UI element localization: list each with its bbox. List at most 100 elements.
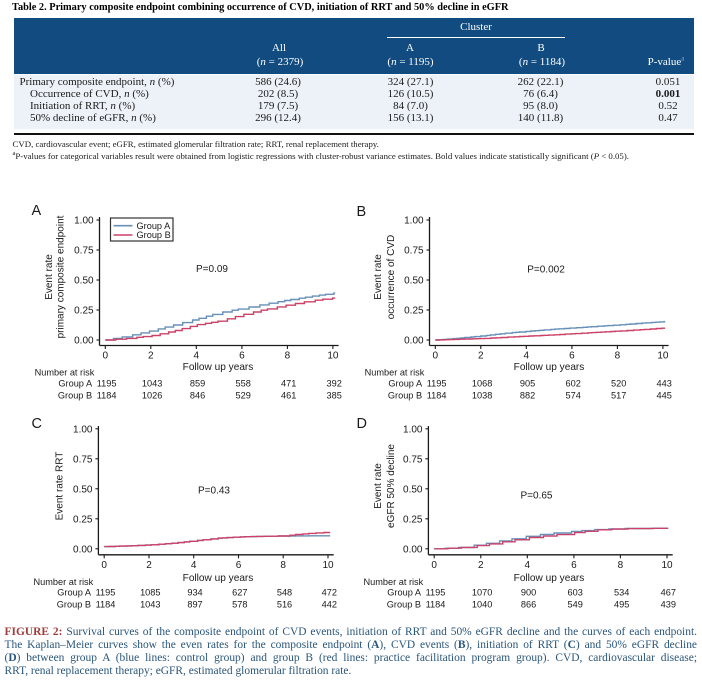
svg-text:4: 4 [194, 351, 200, 362]
svg-text:445: 445 [657, 391, 672, 401]
svg-text:385: 385 [327, 391, 342, 401]
svg-text:0: 0 [433, 351, 439, 362]
svg-text:1.00: 1.00 [404, 216, 424, 227]
svg-text:1043: 1043 [140, 600, 160, 610]
svg-text:548: 548 [277, 588, 292, 598]
svg-text:Group A: Group A [388, 378, 423, 388]
svg-text:2: 2 [148, 351, 154, 362]
svg-text:934: 934 [187, 588, 202, 598]
svg-text:6: 6 [239, 351, 245, 362]
svg-text:442: 442 [322, 600, 337, 610]
svg-text:6: 6 [236, 560, 242, 571]
svg-text:574: 574 [566, 391, 581, 401]
svg-text:primary composite endpoint: primary composite endpoint [56, 215, 67, 338]
svg-text:0.50: 0.50 [403, 484, 423, 495]
svg-text:6: 6 [569, 351, 575, 362]
svg-text:4: 4 [524, 351, 530, 362]
svg-text:0.50: 0.50 [74, 276, 94, 287]
svg-text:8: 8 [618, 560, 624, 571]
svg-text:443: 443 [657, 378, 672, 388]
svg-text:627: 627 [232, 588, 247, 598]
svg-text:0.50: 0.50 [404, 276, 424, 287]
svg-text:602: 602 [566, 378, 581, 388]
svg-text:2: 2 [478, 560, 484, 571]
svg-text:Follow up years: Follow up years [514, 362, 585, 373]
svg-text:P=0.09: P=0.09 [196, 264, 228, 275]
svg-text:1184: 1184 [96, 600, 116, 610]
svg-text:Number at risk: Number at risk [35, 368, 95, 378]
svg-text:471: 471 [281, 378, 296, 388]
svg-text:1184: 1184 [427, 391, 447, 401]
svg-text:eGFR 50% decline: eGFR 50% decline [386, 444, 397, 528]
svg-text:0.75: 0.75 [403, 454, 423, 465]
svg-text:D: D [357, 416, 367, 432]
svg-text:392: 392 [327, 378, 342, 388]
svg-text:0.50: 0.50 [73, 484, 93, 495]
svg-text:A: A [32, 203, 42, 219]
svg-text:859: 859 [190, 378, 205, 388]
svg-text:1184: 1184 [97, 391, 117, 401]
svg-text:Group A: Group A [137, 221, 172, 231]
svg-text:558: 558 [236, 378, 251, 388]
svg-text:Group B: Group B [388, 391, 422, 401]
svg-text:0.00: 0.00 [404, 336, 424, 347]
svg-text:10: 10 [327, 351, 339, 362]
svg-text:2: 2 [478, 351, 484, 362]
svg-text:0.00: 0.00 [403, 544, 423, 555]
svg-text:4: 4 [191, 560, 197, 571]
svg-text:1026: 1026 [142, 391, 162, 401]
svg-text:0.25: 0.25 [404, 306, 424, 317]
svg-text:439: 439 [661, 600, 676, 610]
svg-text:8: 8 [285, 351, 291, 362]
svg-text:0.75: 0.75 [404, 246, 424, 257]
svg-text:534: 534 [614, 588, 629, 598]
svg-text:10: 10 [661, 560, 673, 571]
svg-text:Follow up years: Follow up years [183, 362, 254, 373]
svg-text:603: 603 [568, 588, 583, 598]
svg-text:6: 6 [571, 560, 577, 571]
svg-text:1.00: 1.00 [74, 216, 94, 227]
svg-text:C: C [32, 416, 42, 432]
svg-text:1184: 1184 [426, 600, 446, 610]
svg-text:0.00: 0.00 [74, 336, 94, 347]
svg-text:0: 0 [431, 560, 437, 571]
svg-text:1043: 1043 [142, 378, 162, 388]
svg-text:529: 529 [236, 391, 251, 401]
svg-text:0: 0 [101, 560, 107, 571]
svg-text:1195: 1195 [96, 588, 116, 598]
svg-text:0.00: 0.00 [73, 544, 93, 555]
svg-text:Group A: Group A [58, 378, 93, 388]
svg-text:P=0.43: P=0.43 [198, 485, 230, 496]
svg-text:1195: 1195 [427, 378, 447, 388]
svg-text:Event rate: Event rate [44, 254, 55, 300]
svg-text:517: 517 [611, 391, 626, 401]
svg-text:866: 866 [521, 600, 536, 610]
svg-text:549: 549 [568, 600, 583, 610]
svg-text:Group B: Group B [137, 230, 171, 240]
svg-text:1070: 1070 [472, 588, 492, 598]
svg-text:Number at risk: Number at risk [365, 368, 425, 378]
svg-text:Group B: Group B [387, 600, 421, 610]
svg-text:10: 10 [657, 351, 669, 362]
svg-text:Follow up years: Follow up years [514, 573, 585, 584]
svg-text:1085: 1085 [140, 588, 160, 598]
svg-text:Group B: Group B [58, 391, 92, 401]
svg-text:8: 8 [615, 351, 621, 362]
svg-text:846: 846 [190, 391, 205, 401]
svg-text:Number at risk: Number at risk [34, 577, 94, 587]
svg-text:472: 472 [322, 588, 337, 598]
svg-text:10: 10 [322, 560, 334, 571]
svg-text:1040: 1040 [472, 600, 492, 610]
svg-text:1068: 1068 [472, 378, 492, 388]
svg-text:1.00: 1.00 [73, 424, 93, 435]
svg-text:0.25: 0.25 [403, 514, 423, 525]
svg-text:Group B: Group B [57, 600, 91, 610]
svg-text:4: 4 [525, 560, 531, 571]
svg-text:Group A: Group A [387, 588, 422, 598]
svg-text:495: 495 [614, 600, 629, 610]
svg-text:882: 882 [520, 391, 535, 401]
svg-text:Number at risk: Number at risk [364, 577, 424, 587]
svg-text:461: 461 [281, 391, 296, 401]
svg-text:900: 900 [521, 588, 536, 598]
svg-text:8: 8 [280, 560, 286, 571]
